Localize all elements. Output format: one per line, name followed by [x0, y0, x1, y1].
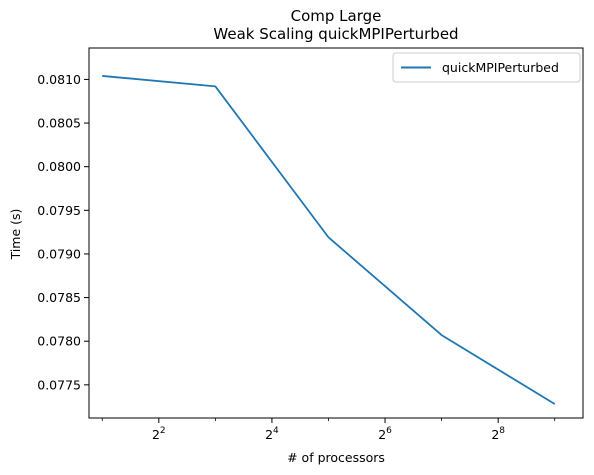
y-tick-label: 0.0795	[37, 203, 81, 218]
y-tick-label: 0.0785	[37, 290, 81, 305]
y-tick-label: 0.0810	[37, 72, 81, 87]
legend: quickMPIPerturbed	[392, 52, 581, 83]
y-tick-label: 0.0780	[37, 334, 81, 349]
y-tick-label: 0.0805	[37, 116, 81, 131]
y-axis-label: Time (s)	[8, 209, 23, 261]
y-tick-label: 0.0790	[37, 246, 81, 261]
x-tick-label: 28	[491, 426, 505, 442]
x-tick-label: 24	[265, 426, 279, 442]
axes-frame	[88, 47, 584, 419]
series-line-0	[102, 75, 556, 405]
chart-subtitle: Weak Scaling quickMPIPerturbed	[213, 25, 458, 43]
legend-entry-label: quickMPIPerturbed	[442, 60, 559, 75]
plot-area: 22 24 26 28 0.0775 0.0780 0.0785 0.0790 0.0795 0.…	[37, 47, 584, 442]
x-tick-label: 26	[378, 426, 392, 442]
chart-title: Comp Large	[291, 7, 382, 25]
y-tick-label: 0.0800	[37, 159, 81, 174]
y-tick-label: 0.0775	[37, 377, 81, 392]
x-tick-label: 22	[152, 426, 166, 442]
x-axis-label: # of processors	[287, 450, 385, 465]
legend-box	[392, 52, 581, 83]
